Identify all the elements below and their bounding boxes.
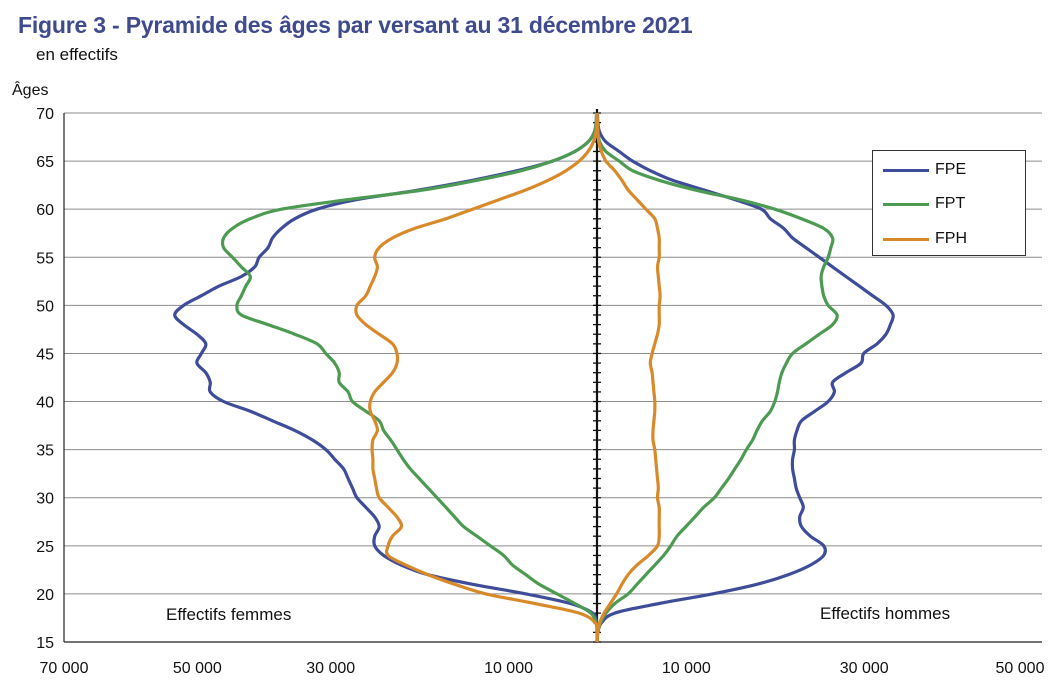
series-lines bbox=[173, 112, 895, 643]
y-axis-title: Âges bbox=[12, 80, 48, 99]
legend-item-fph: FPH bbox=[883, 229, 967, 249]
chart-subtitle: en effectifs bbox=[36, 45, 118, 64]
right-area-label: Effectifs hommes bbox=[820, 604, 950, 623]
legend-swatch-fpe bbox=[883, 168, 929, 172]
y-tick-label: 35 bbox=[36, 443, 54, 460]
left-area-label: Effectifs femmes bbox=[166, 605, 291, 624]
y-tick-label: 30 bbox=[36, 491, 54, 508]
axis-labels: Âges Effectifs femmes Effectifs hommes 1… bbox=[12, 80, 1045, 677]
y-tick-label: 45 bbox=[36, 346, 54, 363]
y-tick-label: 55 bbox=[36, 250, 54, 267]
x-tick-label: 30 000 bbox=[306, 660, 355, 677]
x-tick-label: 10 000 bbox=[662, 660, 711, 677]
legend-label-fpt: FPT bbox=[935, 195, 966, 212]
x-tick-label: 50 000 bbox=[996, 660, 1045, 677]
x-tick-label: 10 000 bbox=[484, 660, 533, 677]
y-tick-label: 15 bbox=[36, 635, 54, 652]
y-tick-label: 50 bbox=[36, 298, 54, 315]
y-tick-label: 25 bbox=[36, 539, 54, 556]
series-line-fph-men bbox=[595, 112, 662, 643]
x-tick-label: 30 000 bbox=[840, 660, 889, 677]
legend-label-fph: FPH bbox=[935, 230, 967, 247]
x-tick-label: 70 000 bbox=[40, 660, 89, 677]
series-line-fpe-women bbox=[173, 112, 599, 643]
y-tick-label: 70 bbox=[36, 106, 54, 123]
legend-swatch-fph bbox=[883, 237, 929, 241]
legend-swatch-fpt bbox=[883, 202, 929, 206]
legend-item-fpe: FPE bbox=[883, 160, 966, 180]
y-tick-label: 60 bbox=[36, 202, 54, 219]
chart-title: Figure 3 - Pyramide des âges par versant… bbox=[18, 12, 693, 38]
x-tick-label: 50 000 bbox=[173, 660, 222, 677]
legend: FPE FPT FPH bbox=[872, 150, 1026, 256]
legend-item-fpt: FPT bbox=[883, 194, 965, 214]
y-tick-label: 65 bbox=[36, 154, 54, 171]
legend-label-fpe: FPE bbox=[935, 161, 967, 178]
y-tick-label: 40 bbox=[36, 395, 54, 412]
series-line-fpt-women bbox=[220, 112, 599, 643]
series-line-fph-women bbox=[354, 112, 599, 643]
series-line-fpt-men bbox=[595, 112, 839, 643]
y-tick-label: 20 bbox=[36, 587, 54, 604]
